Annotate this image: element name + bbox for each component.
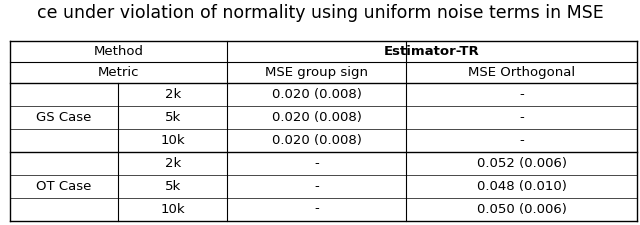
Text: 5k: 5k [164,180,181,193]
Text: MSE group sign: MSE group sign [266,66,368,79]
Text: 0.020 (0.008): 0.020 (0.008) [272,134,362,147]
Text: MSE Orthogonal: MSE Orthogonal [468,66,575,79]
Text: -: - [314,180,319,193]
Text: 0.020 (0.008): 0.020 (0.008) [272,88,362,101]
Text: 10k: 10k [161,202,185,216]
Text: GS Case: GS Case [36,111,92,124]
Text: ce under violation of normality using uniform noise terms in MSE: ce under violation of normality using un… [36,4,604,22]
Text: 10k: 10k [161,134,185,147]
Text: Estimator-TR: Estimator-TR [384,45,480,58]
Text: OT Case: OT Case [36,180,92,193]
Text: 2k: 2k [164,88,181,101]
Text: 0.050 (0.006): 0.050 (0.006) [477,202,566,216]
Text: -: - [519,134,524,147]
Text: 0.052 (0.006): 0.052 (0.006) [477,157,566,170]
Text: Metric: Metric [98,66,139,79]
Text: 2k: 2k [164,157,181,170]
Text: -: - [314,157,319,170]
Text: Method: Method [93,45,143,58]
Text: -: - [314,202,319,216]
Text: 5k: 5k [164,111,181,124]
Text: 0.048 (0.010): 0.048 (0.010) [477,180,566,193]
Text: -: - [519,111,524,124]
Text: -: - [519,88,524,101]
Text: 0.020 (0.008): 0.020 (0.008) [272,111,362,124]
